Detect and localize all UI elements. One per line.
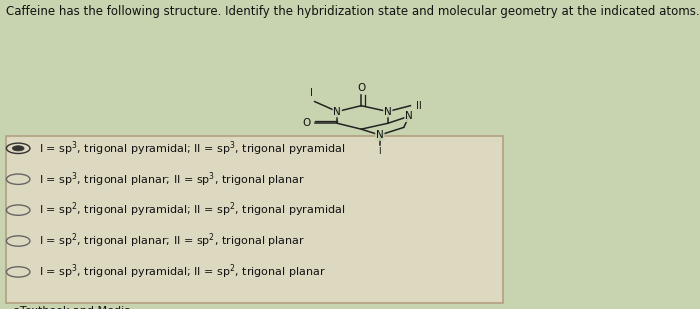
- Text: I = sp$^2$, trigonal pyramidal; II = sp$^2$, trigonal pyramidal: I = sp$^2$, trigonal pyramidal; II = sp$…: [39, 201, 345, 219]
- Text: I = sp$^3$, trigonal pyramidal; II = sp$^3$, trigonal pyramidal: I = sp$^3$, trigonal pyramidal; II = sp$…: [39, 139, 345, 158]
- Text: I: I: [379, 147, 381, 156]
- Text: I: I: [309, 88, 313, 99]
- Text: I = sp$^3$, trigonal planar; II = sp$^3$, trigonal planar: I = sp$^3$, trigonal planar; II = sp$^3$…: [39, 170, 305, 188]
- Text: N: N: [376, 130, 384, 140]
- Text: N: N: [384, 107, 392, 116]
- Text: I = sp$^2$, trigonal planar; II = sp$^2$, trigonal planar: I = sp$^2$, trigonal planar; II = sp$^2$…: [39, 232, 305, 250]
- FancyBboxPatch shape: [6, 136, 503, 303]
- Text: II: II: [416, 101, 422, 111]
- Text: I = sp$^3$, trigonal pyramidal; II = sp$^2$, trigonal planar: I = sp$^3$, trigonal pyramidal; II = sp$…: [39, 263, 326, 281]
- Text: Caffeine has the following structure. Identify the hybridization state and molec: Caffeine has the following structure. Id…: [6, 5, 699, 18]
- Text: N: N: [333, 107, 341, 116]
- Text: O: O: [357, 83, 365, 93]
- Text: N: N: [405, 111, 413, 121]
- Text: eTextbook and Media: eTextbook and Media: [13, 306, 131, 309]
- Text: O: O: [302, 118, 311, 128]
- Circle shape: [13, 146, 24, 151]
